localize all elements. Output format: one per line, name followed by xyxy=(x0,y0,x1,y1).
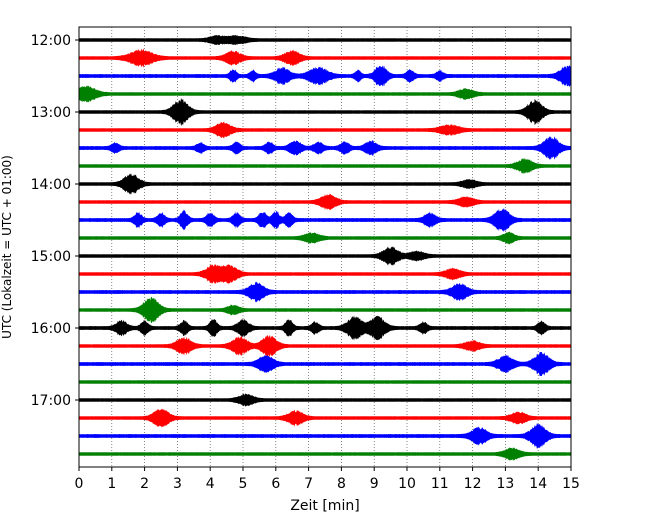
x-tick-label: 2 xyxy=(140,476,149,492)
x-tick-label: 1 xyxy=(107,476,116,492)
x-axis-title: Zeit [min] xyxy=(290,498,359,514)
x-tick-label: 13 xyxy=(496,476,514,492)
trace-1645 xyxy=(78,380,572,384)
x-tick-label: 10 xyxy=(398,476,416,492)
y-axis-title: UTC (Lokalzeit = UTC + 01:00) xyxy=(0,155,14,339)
y-tick-label: 15:00 xyxy=(31,249,71,265)
x-tick-label: 12 xyxy=(464,476,482,492)
y-tick-label: 16:00 xyxy=(31,321,71,337)
x-tick-label: 6 xyxy=(271,476,280,492)
y-tick-label: 12:00 xyxy=(31,33,71,49)
x-tick-label: 8 xyxy=(337,476,346,492)
x-tick-label: 11 xyxy=(431,476,449,492)
x-tick-label: 0 xyxy=(75,476,84,492)
x-tick-label: 3 xyxy=(173,476,182,492)
x-tick-label: 5 xyxy=(239,476,248,492)
y-tick-label: 13:00 xyxy=(31,105,71,121)
y-tick-label: 14:00 xyxy=(31,177,71,193)
x-tick-label: 15 xyxy=(562,476,580,492)
y-axis-ticks: 12:00 13:00 14:00 15:00 16:00 17:00 xyxy=(31,33,79,409)
x-tick-label: 9 xyxy=(370,476,379,492)
vertical-gridlines xyxy=(111,27,539,467)
plot-frame xyxy=(78,26,572,468)
x-tick-label: 4 xyxy=(206,476,215,492)
x-axis-ticks: 0 1 2 3 4 5 6 7 8 9 10 11 12 13 14 15 xyxy=(75,467,580,492)
y-tick-label: 17:00 xyxy=(31,393,71,409)
x-tick-label: 7 xyxy=(304,476,313,492)
x-tick-label: 14 xyxy=(529,476,547,492)
